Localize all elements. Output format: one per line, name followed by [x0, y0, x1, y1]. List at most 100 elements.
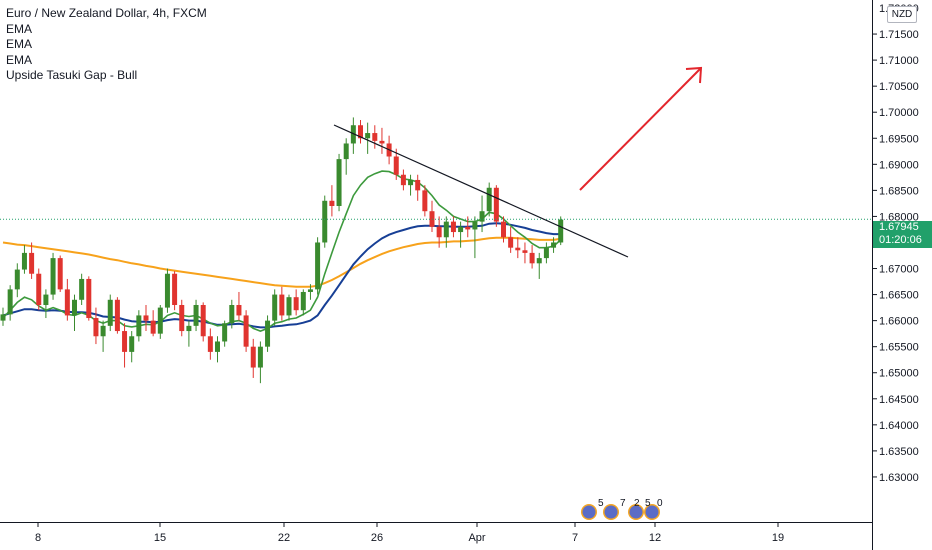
candle-body [36, 273, 42, 305]
candle-body [272, 294, 278, 321]
candle-body [279, 294, 285, 316]
y-tick-label: 1.65000 [879, 368, 919, 380]
candle-body [443, 221, 449, 238]
y-tick-label: 1.65500 [879, 342, 919, 354]
event-icons[interactable]: 5 7 2 5 0 [581, 498, 663, 520]
candle-body [322, 200, 328, 243]
candle-body [164, 273, 170, 308]
candle-body [100, 325, 106, 337]
ema-slow-line [2, 236, 561, 288]
trendline[interactable] [333, 124, 629, 258]
candle-body [50, 258, 56, 295]
candle-body [450, 221, 456, 233]
candle-body [250, 346, 256, 368]
candle-body [379, 140, 385, 144]
candle-body [508, 237, 514, 248]
candle-body [501, 221, 506, 238]
candle-body [29, 252, 35, 274]
currency-button[interactable]: NZD [887, 6, 917, 23]
y-tick-label: 1.71500 [879, 29, 919, 41]
candle-body [257, 346, 263, 368]
candle-body [157, 307, 163, 334]
candle-body [43, 294, 49, 305]
candle-body [72, 299, 77, 316]
candle-body [415, 179, 421, 191]
study-tasuki-gap[interactable]: Upside Tasuki Gap - Bull [6, 68, 138, 82]
y-tick-label: 1.70500 [879, 81, 919, 93]
target-arrow[interactable] [579, 66, 703, 191]
candle-body [7, 289, 13, 315]
candle-body [265, 320, 271, 347]
candle-body [186, 325, 192, 332]
y-tick-label: 1.66000 [879, 316, 919, 328]
candle-body [365, 133, 371, 139]
x-tick-label: 7 [572, 532, 578, 544]
y-tick-label: 1.68500 [879, 185, 919, 197]
candle-body [57, 258, 63, 290]
candle-body [479, 211, 485, 222]
candle-body [536, 258, 542, 264]
candle-body [64, 289, 70, 316]
candle-body [143, 315, 149, 321]
candle-body [472, 221, 478, 230]
y-tick-label: 1.63500 [879, 446, 919, 458]
candle-body [558, 219, 564, 243]
x-tick-label: Apr [468, 532, 485, 544]
candle-body [207, 336, 213, 352]
x-tick-label: 19 [772, 532, 784, 544]
y-tick-label: 1.70000 [879, 107, 919, 119]
countdown-timer: 01:20:06 [879, 234, 922, 246]
study-ema-2[interactable]: EMA [6, 37, 33, 51]
candle-body [107, 299, 113, 326]
candle-body [129, 336, 135, 352]
candle-body [486, 187, 492, 212]
svg-text:0: 0 [657, 498, 663, 509]
candle-body [300, 291, 306, 311]
study-ema-3[interactable]: EMA [6, 52, 33, 67]
y-tick-label: 1.66500 [879, 290, 919, 302]
candle-body [200, 305, 206, 337]
candle-body [93, 318, 99, 337]
candle-body [400, 174, 406, 186]
y-tick-label: 1.71000 [879, 55, 919, 67]
svg-text:5: 5 [645, 498, 651, 509]
candle-body [150, 320, 156, 334]
candle-body [465, 226, 471, 230]
time-axis[interactable]: 8 15 22 26 Apr 7 12 19 [35, 522, 784, 544]
candle-body [543, 247, 549, 259]
y-tick-label: 1.69000 [879, 159, 919, 171]
candle-body [551, 242, 557, 248]
candle-body [315, 242, 321, 290]
candle-body [79, 278, 85, 300]
candle-body [0, 314, 6, 321]
candle-body [222, 323, 228, 342]
last-price-badge: 1.67945 01:20:06 [873, 221, 932, 248]
candle-body [358, 125, 363, 139]
y-tick-label: 1.64500 [879, 394, 919, 406]
candle-body [86, 278, 92, 319]
y-tick-label: 1.67000 [879, 264, 919, 276]
candle-body [522, 250, 528, 253]
candle-body [293, 297, 299, 311]
svg-text:2: 2 [634, 498, 640, 509]
y-tick-label: 1.69500 [879, 133, 919, 145]
candle-body [21, 252, 27, 270]
candle-body [529, 252, 535, 264]
svg-text:7: 7 [620, 498, 626, 509]
candle-body [114, 299, 120, 332]
x-tick-label: 22 [278, 532, 290, 544]
candle-body [436, 226, 442, 238]
candle-body [236, 305, 242, 316]
candle-body [193, 305, 199, 326]
candle-body [215, 341, 220, 352]
candle-body [350, 125, 356, 144]
study-ema-1[interactable]: EMA [6, 21, 33, 36]
candle-body [286, 297, 292, 316]
symbol-title[interactable]: Euro / New Zealand Dollar, 4h, FXCM [6, 6, 207, 20]
candles [0, 117, 564, 384]
candle-body [307, 289, 313, 292]
candle-body [136, 315, 142, 337]
candle-body [372, 133, 378, 141]
x-tick-label: 26 [371, 532, 383, 544]
candle-body [329, 200, 335, 206]
